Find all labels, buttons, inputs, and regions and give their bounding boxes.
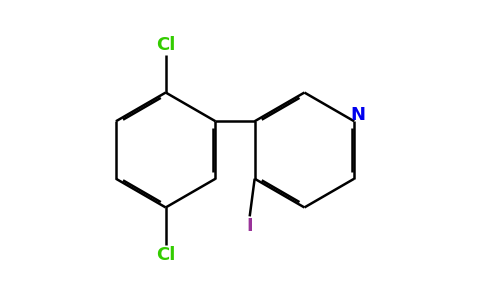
Text: I: I	[246, 217, 253, 235]
Text: N: N	[350, 106, 365, 124]
Text: Cl: Cl	[156, 36, 175, 54]
Text: Cl: Cl	[156, 246, 175, 264]
